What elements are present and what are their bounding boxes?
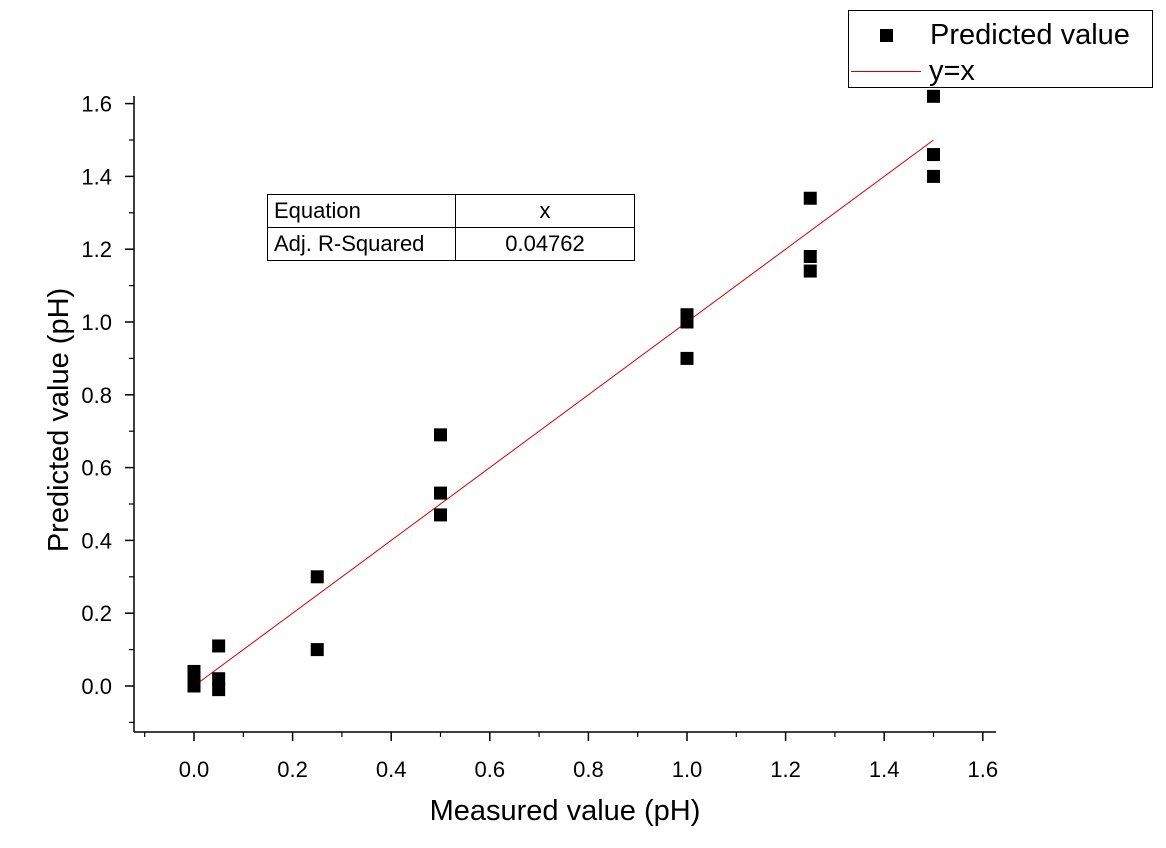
data-point (434, 508, 447, 522)
data-point (212, 672, 226, 686)
data-point (310, 643, 324, 657)
x-axis-title: Measured value (pH) (430, 795, 701, 827)
legend-label: y=x (929, 55, 975, 87)
stats-value: x (455, 194, 635, 228)
data-point (680, 315, 694, 329)
y-tick-label: 0.4 (81, 528, 112, 553)
stats-key: Adj. R-Squared (267, 227, 456, 261)
x-tick-label: 1.4 (869, 757, 900, 782)
y-tick-label: 0.6 (81, 456, 112, 481)
data-point (680, 351, 694, 365)
stats-key: Equation (267, 194, 456, 228)
y-tick-label: 1.4 (81, 164, 112, 189)
x-tick-label: 1.2 (770, 757, 801, 782)
table-row: Equation x (267, 194, 635, 228)
x-tick-label: 1.0 (672, 757, 703, 782)
table-row: Adj. R-Squared 0.04762 (267, 227, 635, 261)
red-line-icon (851, 71, 921, 72)
data-point (434, 428, 447, 442)
square-marker-icon (880, 29, 893, 42)
y-axis-title: Predicted value (pH) (43, 288, 75, 552)
legend-label: Predicted value (930, 19, 1130, 51)
stats-value: 0.04762 (455, 227, 635, 261)
x-tick-label: 0.6 (475, 757, 506, 782)
x-tick-label: 1.6 (968, 757, 999, 782)
y-tick-label: 1.2 (81, 237, 112, 262)
data-point (927, 148, 940, 162)
y-tick-label: 1.0 (81, 310, 112, 335)
data-point (212, 683, 226, 697)
data-point (187, 679, 201, 693)
data-point (927, 89, 940, 103)
stats-table: Equation x Adj. R-Squared 0.04762 (267, 194, 635, 261)
y-tick-label: 0.2 (81, 601, 112, 626)
data-point (803, 264, 817, 278)
axes: 0.0 0.2 0.4 0.6 0.8 1.0 1.2 1.4 1.6 0.0 0.2 0.4 0.6 0… (81, 92, 998, 782)
x-tick-label: 0.2 (277, 757, 308, 782)
data-point (927, 169, 940, 183)
x-tick-label: 0.8 (573, 757, 604, 782)
legend-item-predicted: Predicted value (849, 19, 1130, 52)
y-tick-label: 1.6 (81, 92, 112, 117)
legend-item-fit-line: y=x (849, 55, 975, 88)
data-point (803, 249, 817, 263)
x-tick-label: 0.0 (179, 757, 210, 782)
data-point (310, 570, 324, 584)
data-point (803, 191, 817, 205)
fit-line (193, 139, 934, 687)
data-points-layer (187, 89, 940, 697)
fit-line-layer (193, 139, 934, 687)
y-tick-label: 0.8 (81, 383, 112, 408)
data-point (212, 639, 226, 653)
x-tick-label: 0.4 (376, 757, 407, 782)
data-point (434, 486, 447, 500)
y-tick-label: 0.0 (81, 674, 112, 699)
legend: Predicted value y=x (848, 10, 1153, 88)
